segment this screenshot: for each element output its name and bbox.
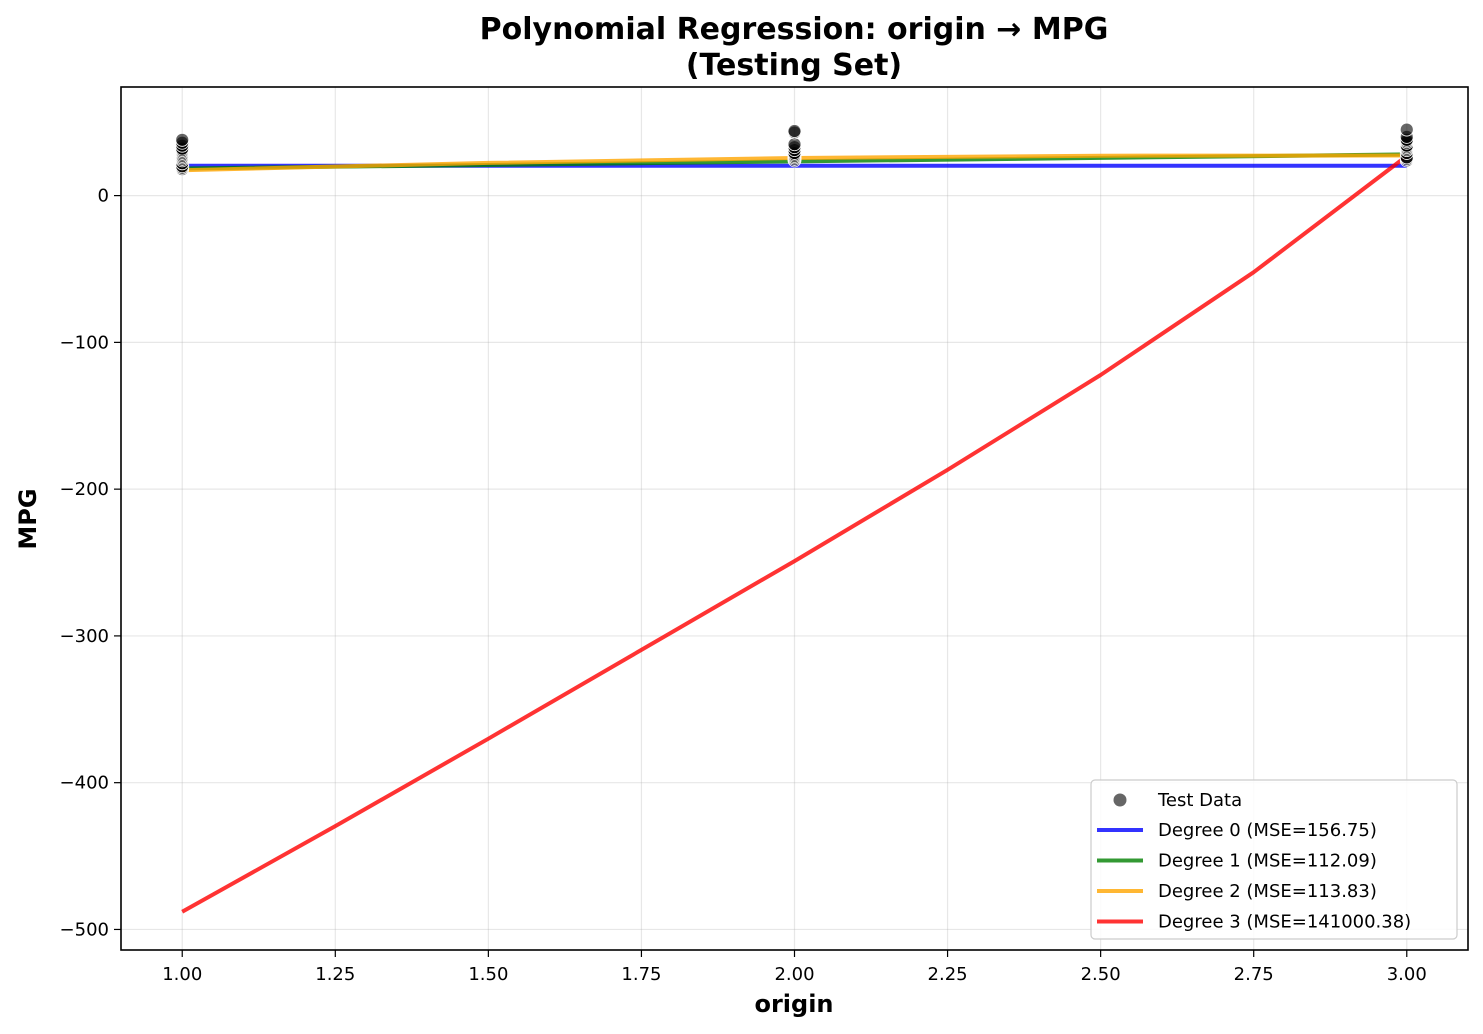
- scatter-point: [1399, 122, 1414, 137]
- x-tick-label: 1.50: [468, 964, 508, 985]
- legend-label-test-data: Test Data: [1157, 790, 1242, 811]
- y-tick-label: 0: [98, 186, 109, 207]
- y-tick-label: −400: [60, 773, 109, 794]
- series-line-degree-3: [181, 154, 1409, 914]
- y-tick-label: −300: [60, 626, 109, 647]
- legend-label-degree-0: Degree 0 (MSE=156.75): [1158, 820, 1377, 841]
- x-tick-label: 2.00: [774, 964, 814, 985]
- x-tick-label: 2.50: [1081, 964, 1121, 985]
- y-tick-label: −500: [60, 919, 109, 940]
- legend-marker-test-data: [1113, 793, 1127, 807]
- legend-label-degree-1: Degree 1 (MSE=112.09): [1158, 851, 1377, 872]
- x-axis-label: origin: [754, 990, 833, 1018]
- scatter-point: [175, 132, 190, 147]
- scatter-points: [175, 122, 1414, 177]
- x-tick-label: 2.75: [1234, 964, 1274, 985]
- chart-title-line2: (Testing Set): [686, 48, 902, 83]
- x-axis-ticks: 1.00 1.25 1.50 1.75 2.00 2.25 2.50 2.75 3.00: [162, 950, 1427, 985]
- scatter-point: [787, 137, 802, 152]
- y-axis-label: MPG: [14, 488, 42, 549]
- y-axis-ticks: 0 −100 −200 −300 −400 −500: [60, 186, 121, 940]
- y-tick-label: −200: [60, 479, 109, 500]
- legend-box: [1090, 779, 1458, 940]
- legend: Test Data Degree 0 (MSE=156.75) Degree 1 …: [1090, 779, 1458, 940]
- x-tick-label: 1.25: [315, 964, 355, 985]
- legend-label-degree-3: Degree 3 (MSE=141000.38): [1158, 912, 1411, 933]
- chart-title-line1: Polynomial Regression: origin → MPG: [480, 12, 1109, 47]
- y-tick-label: −100: [60, 332, 109, 353]
- x-tick-label: 1.00: [162, 964, 202, 985]
- x-tick-label: 1.75: [621, 964, 661, 985]
- x-tick-label: 3.00: [1387, 964, 1427, 985]
- x-tick-label: 2.25: [928, 964, 968, 985]
- legend-label-degree-2: Degree 2 (MSE=113.83): [1158, 881, 1377, 902]
- scatter-point: [787, 124, 802, 138]
